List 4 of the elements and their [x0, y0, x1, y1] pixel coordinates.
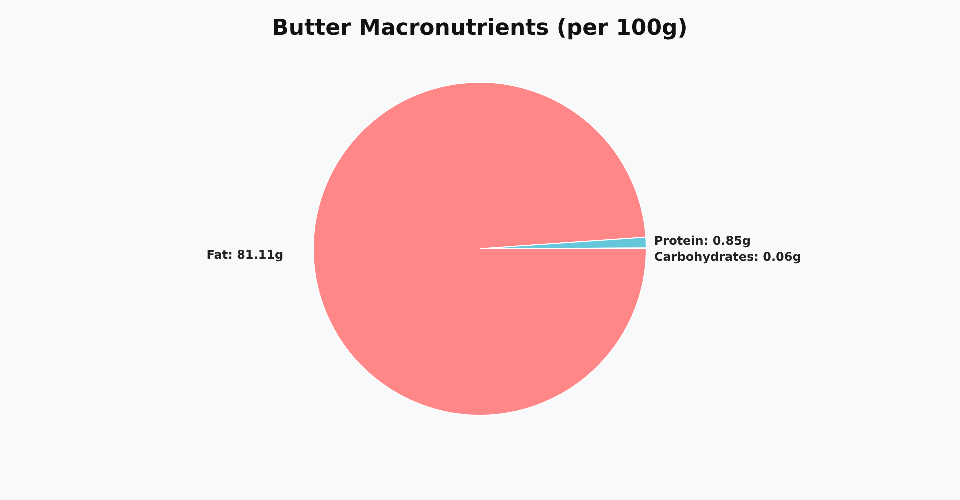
slice-label: Protein: 0.85g	[654, 234, 752, 248]
slice-label: Fat: 81.11g	[206, 248, 284, 262]
chart-title: Butter Macronutrients (per 100g)	[271, 16, 689, 41]
slice-label: Carbohydrates: 0.06g	[654, 250, 802, 264]
